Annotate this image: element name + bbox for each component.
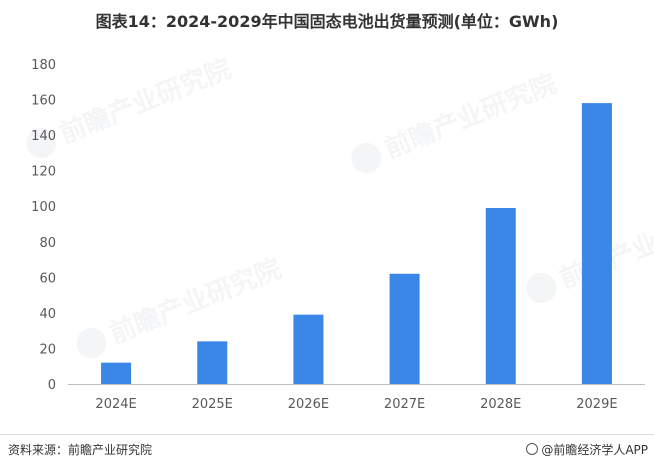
y-tick-label: 20	[39, 342, 56, 357]
brand-text: @前瞻经济学人APP	[541, 443, 648, 457]
footer: 资料来源：前瞻产业研究院 @前瞻经济学人APP	[0, 434, 654, 465]
y-tick-label: 140	[31, 129, 56, 144]
x-tick-label: 2029E	[576, 397, 617, 412]
y-tick-label: 160	[31, 94, 56, 109]
y-tick-label: 100	[31, 200, 56, 215]
bar	[293, 314, 324, 384]
chart: 0 20 40 60 80 100 120 140 160 180 2024E 2025E 2026E 2…	[31, 58, 645, 412]
bar	[101, 362, 132, 384]
source-text: 资料来源：前瞻产业研究院	[8, 443, 153, 457]
brand-logo-icon	[526, 443, 539, 455]
bar	[197, 341, 228, 384]
y-tick-label: 60	[39, 271, 56, 286]
bar-chart: 0 20 40 60 80 100 120 140 160 180 2024E 2025E 2026E 2…	[31, 58, 645, 412]
y-tick-label: 80	[39, 236, 56, 251]
y-tick-label: 40	[39, 307, 56, 322]
bar	[581, 103, 612, 384]
y-tick-label: 0	[48, 378, 56, 393]
brand-label: @前瞻经济学人APP	[526, 441, 648, 458]
chart-title: 图表14：2024-2029年中国固态电池出货量预测(单位：GWh)	[95, 12, 559, 31]
x-tick-label: 2024E	[95, 397, 136, 412]
bar	[485, 208, 516, 384]
y-tick-label: 180	[31, 58, 56, 73]
x-tick-label: 2028E	[480, 397, 521, 412]
x-tick-label: 2026E	[288, 397, 329, 412]
bar	[389, 273, 420, 384]
x-tick-label: 2027E	[384, 397, 425, 412]
y-tick-label: 120	[31, 165, 56, 180]
x-tick-label: 2025E	[192, 397, 233, 412]
